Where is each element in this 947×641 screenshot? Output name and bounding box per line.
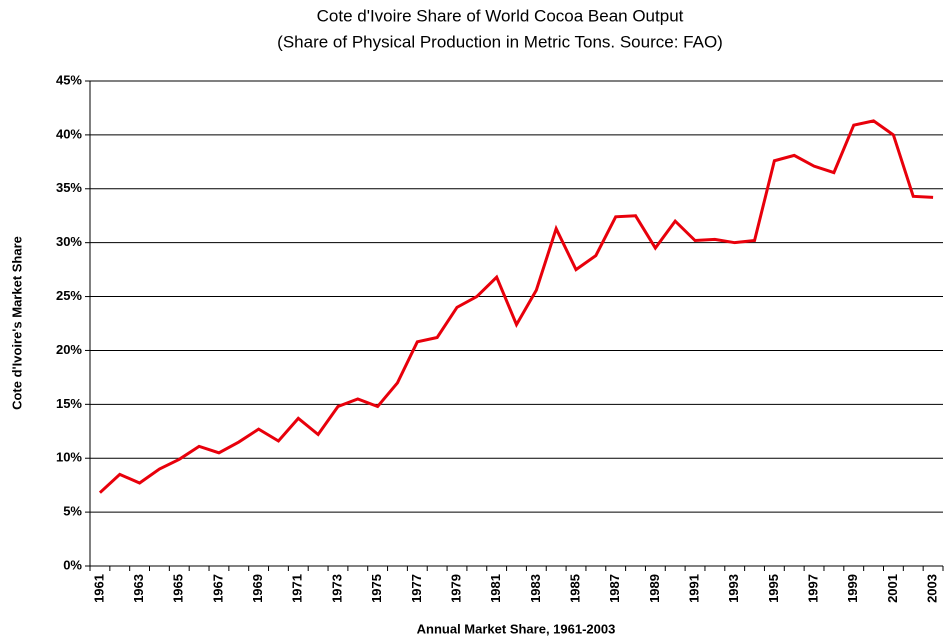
x-tick-label: 1995 [766, 574, 781, 603]
x-tick-label: 1963 [131, 574, 146, 603]
x-tick-label: 1971 [290, 574, 305, 603]
x-tick-label: 1977 [409, 574, 424, 603]
y-tick-label: 15% [56, 396, 82, 411]
x-tick-label: 1973 [329, 574, 344, 603]
y-axis-label: Cote d'Ivoire's Market Share [9, 236, 24, 410]
x-tick-label: 1985 [567, 574, 582, 603]
x-tick-label: 1965 [171, 574, 186, 603]
y-tick-label: 10% [56, 450, 82, 465]
x-tick-label: 1999 [845, 574, 860, 603]
y-tick-label: 25% [56, 288, 82, 303]
y-tick-label: 30% [56, 234, 82, 249]
x-axis-label: Annual Market Share, 1961-2003 [417, 621, 616, 636]
y-tick-label: 35% [56, 180, 82, 195]
x-tick-label: 1961 [91, 574, 106, 603]
chart-subtitle: (Share of Physical Production in Metric … [277, 32, 723, 51]
x-tick-label: 1969 [250, 574, 265, 603]
x-tick-label: 1975 [369, 574, 384, 603]
x-tick-label: 1989 [647, 574, 662, 603]
y-tick-label: 45% [56, 72, 82, 87]
y-tick-label: 20% [56, 342, 82, 357]
y-tick-label: 40% [56, 126, 82, 141]
x-tick-label: 1967 [210, 574, 225, 603]
x-tick-label: 1981 [488, 574, 503, 603]
x-tick-label: 1991 [686, 574, 701, 603]
y-tick-label: 0% [63, 557, 82, 572]
x-tick-label: 2003 [925, 574, 940, 603]
x-tick-label: 1987 [607, 574, 622, 603]
data-line [98, 119, 934, 494]
x-tick-label: 1983 [528, 574, 543, 603]
x-tick-label: 1993 [726, 574, 741, 603]
x-tick-label: 2001 [885, 574, 900, 603]
x-tick-label: 1997 [805, 574, 820, 603]
y-tick-label: 5% [63, 504, 82, 519]
x-tick-label: 1979 [448, 574, 463, 603]
chart-title: Cote d'Ivoire Share of World Cocoa Bean … [317, 6, 684, 25]
